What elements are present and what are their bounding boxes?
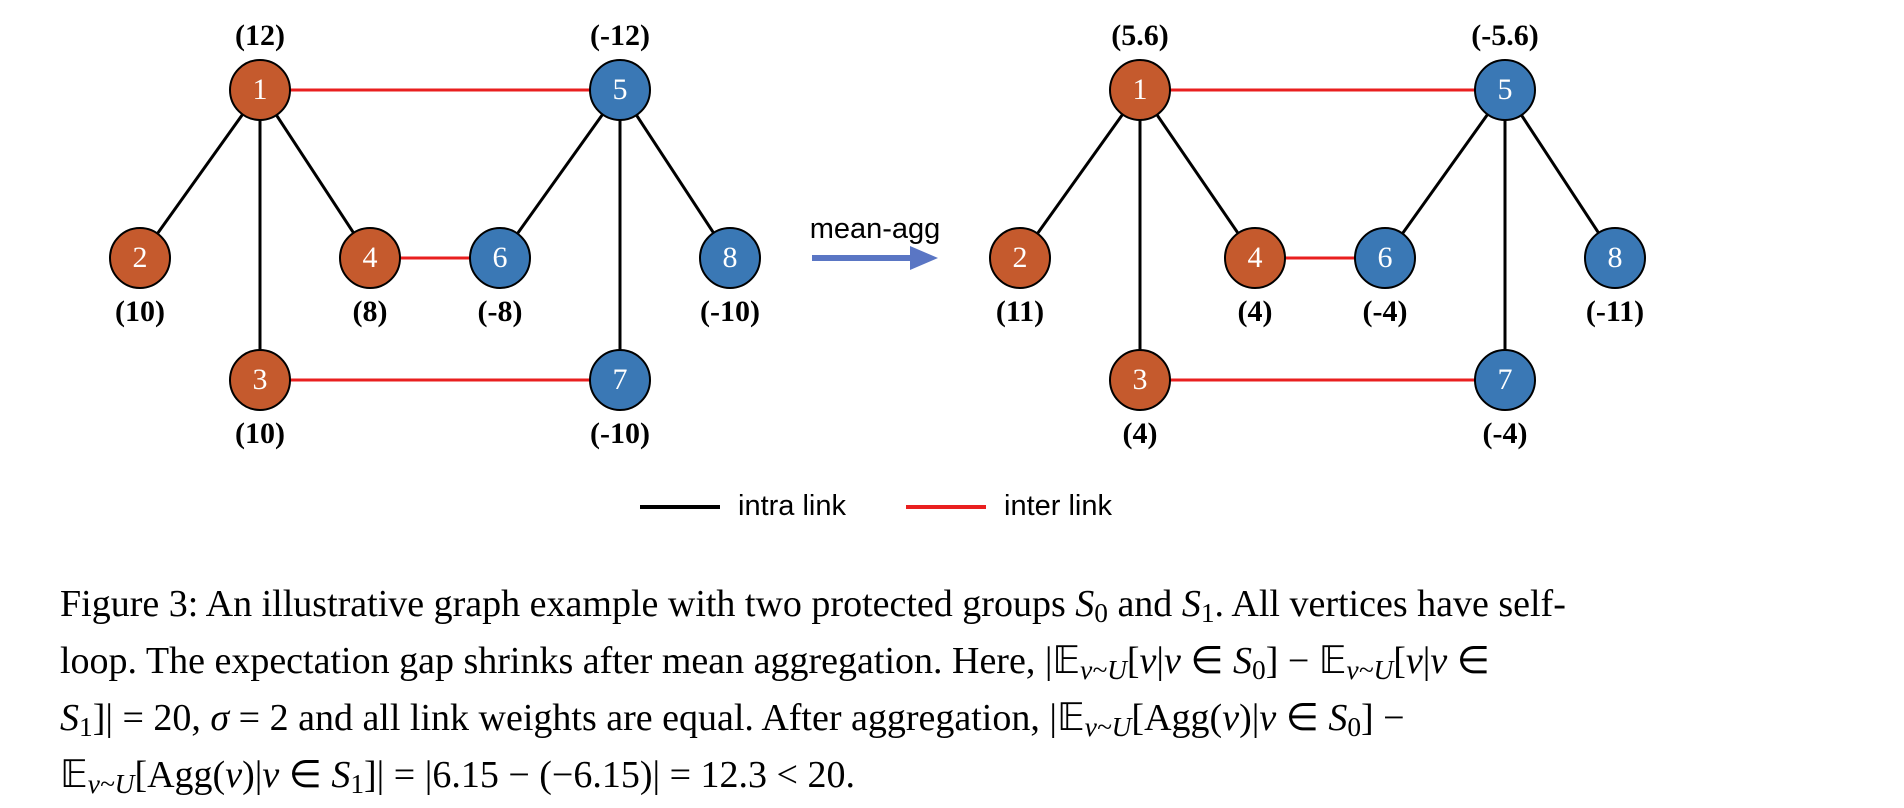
- left-node-3: 3: [229, 349, 291, 411]
- right-node-6: 6: [1354, 227, 1416, 289]
- left-node-1: 1: [229, 59, 291, 121]
- right-node-1-value: (5.6): [1111, 19, 1168, 53]
- expr-sub5: v~U: [88, 769, 135, 799]
- left-node-2-value: (10): [115, 295, 165, 329]
- left-node-2: 2: [109, 227, 171, 289]
- expr-sub3: v~U: [1085, 712, 1132, 742]
- sym-S0: S: [1075, 583, 1094, 625]
- expr-agg1: [Agg(v)|v ∈ S: [1131, 697, 1347, 739]
- sym-S1-sub: 1: [1201, 598, 1215, 628]
- caption-text: . All vertices have self-: [1215, 583, 1566, 625]
- sym-S1: S: [1182, 583, 1201, 625]
- caption-line-3: S1]| = 20, σ = 2 and all link weights ar…: [60, 694, 1850, 751]
- right-node-2-value: (11): [996, 295, 1044, 329]
- right-node-2: 2: [989, 227, 1051, 289]
- caption-text: loop. The expectation gap shrinks after …: [60, 640, 1045, 682]
- legend-item-intra-link: intra link: [640, 490, 846, 523]
- legend-swatch: [906, 505, 986, 509]
- legend-label: inter link: [1004, 490, 1112, 523]
- mean-agg-label: mean-agg: [810, 213, 941, 246]
- legend-swatch: [640, 505, 720, 509]
- left-node-8-value: (-10): [700, 295, 760, 329]
- caption-line-4: 𝔼v~U[Agg(v)|v ∈ S1]| = |6.15 − (−6.15)| …: [60, 751, 1850, 808]
- expr-E: 𝔼: [60, 754, 88, 796]
- right-node-3: 3: [1109, 349, 1171, 411]
- left-node-5: 5: [589, 59, 651, 121]
- sym-S1b-sub: 1: [79, 712, 93, 742]
- expr-agg2: [Agg(v)|v ∈ S: [134, 754, 350, 796]
- right-node-8: 8: [1584, 227, 1646, 289]
- right-node-7: 7: [1474, 349, 1536, 411]
- right-node-7-value: (-4): [1483, 417, 1528, 451]
- right-node-4-value: (4): [1238, 295, 1273, 329]
- sym-S0-sub: 0: [1094, 598, 1108, 628]
- sigma: σ: [210, 697, 229, 739]
- caption-text: ]| = |6.15 − (−6.15)| = 12.3 < 20.: [364, 754, 855, 796]
- left-node-4: 4: [339, 227, 401, 289]
- caption-text: ]| = 20,: [93, 697, 211, 739]
- expr-mid2: ] − 𝔼: [1266, 640, 1347, 682]
- right-node-5: 5: [1474, 59, 1536, 121]
- node-layer: 1 (12) 2 (10) 3 (10) 4 (8) 5 (-12) 6 (-8) 7 (-10) 8 (-1…: [0, 0, 1904, 520]
- left-node-5-value: (-12): [590, 19, 650, 53]
- expr-sub0: 0: [1252, 655, 1266, 685]
- right-node-6-value: (-4): [1363, 295, 1408, 329]
- caption-text: ] −: [1361, 697, 1405, 739]
- left-node-7: 7: [589, 349, 651, 411]
- page-root: 1 (12) 2 (10) 3 (10) 4 (8) 5 (-12) 6 (-8) 7 (-10) 8 (-1…: [0, 0, 1904, 808]
- caption-text: = 2 and all link weights are equal. Afte…: [229, 697, 1085, 739]
- legend-item-inter-link: inter link: [906, 490, 1112, 523]
- expr-mid: [v|v ∈ S: [1127, 640, 1252, 682]
- figure-caption: Figure 3: An illustrative graph example …: [60, 580, 1850, 808]
- right-node-5-value: (-5.6): [1471, 19, 1538, 53]
- left-node-3-value: (10): [235, 417, 285, 451]
- expr-sub6: 1: [350, 769, 364, 799]
- caption-line-1: Figure 3: An illustrative graph example …: [60, 580, 1850, 637]
- left-node-8: 8: [699, 227, 761, 289]
- expr-sub2: v~U: [1347, 655, 1394, 685]
- left-node-6-value: (-8): [478, 295, 523, 329]
- left-node-7-value: (-10): [590, 417, 650, 451]
- sym-S1b: S: [60, 697, 79, 739]
- graph-area: 1 (12) 2 (10) 3 (10) 4 (8) 5 (-12) 6 (-8) 7 (-10) 8 (-1…: [0, 0, 1904, 520]
- expr-sub4: 0: [1347, 712, 1361, 742]
- caption-text: Figure 3: An illustrative graph example …: [60, 583, 1075, 625]
- expr-open: |𝔼: [1045, 640, 1080, 682]
- legend-label: intra link: [738, 490, 846, 523]
- left-node-4-value: (8): [353, 295, 388, 329]
- caption-line-2: loop. The expectation gap shrinks after …: [60, 637, 1850, 694]
- legend: intra link inter link: [640, 490, 1112, 523]
- right-node-8-value: (-11): [1586, 295, 1644, 329]
- left-node-6: 6: [469, 227, 531, 289]
- right-node-4: 4: [1224, 227, 1286, 289]
- expr-mid3: [v|v ∈: [1393, 640, 1490, 682]
- caption-text: and: [1108, 583, 1182, 625]
- right-node-1: 1: [1109, 59, 1171, 121]
- left-node-1-value: (12): [235, 19, 285, 53]
- right-node-3-value: (4): [1123, 417, 1158, 451]
- expr-sub: v~U: [1080, 655, 1127, 685]
